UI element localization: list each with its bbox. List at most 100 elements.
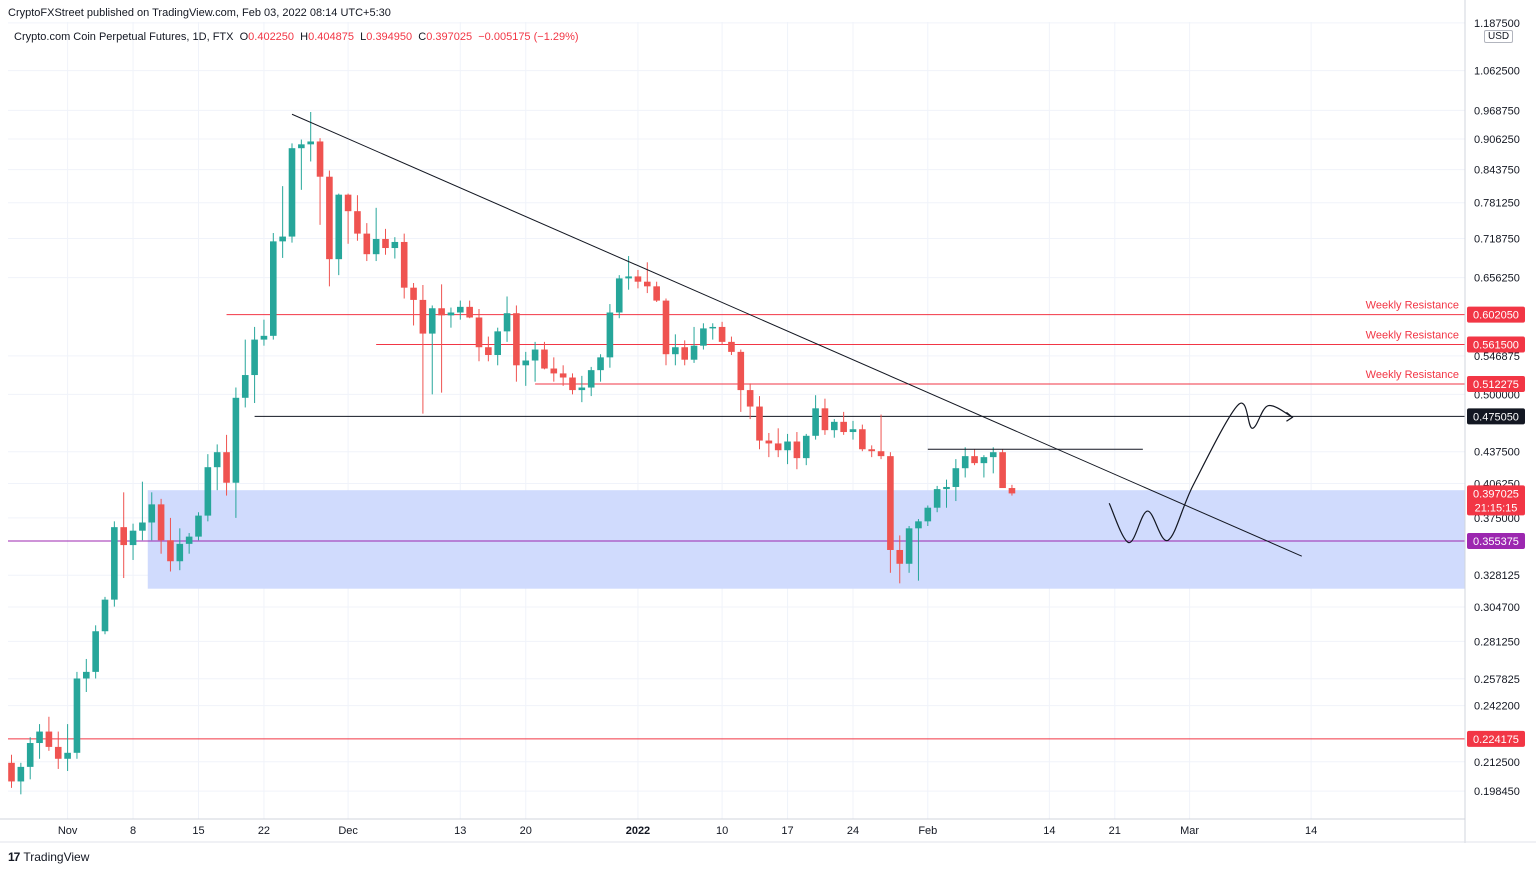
candle-body: [728, 341, 735, 352]
candle-body: [774, 443, 782, 451]
close-value: 0.397025: [426, 31, 473, 43]
level-title-label: Weekly Resistance: [1366, 369, 1459, 381]
candle-body: [279, 236, 286, 242]
time-tick-label: 22: [258, 825, 270, 837]
currency-badge[interactable]: USD: [1484, 30, 1514, 43]
price-tick-label: 0.281250: [1474, 636, 1520, 648]
candle-body: [382, 238, 389, 249]
candle-body: [952, 468, 960, 487]
candle-body: [485, 347, 492, 355]
price-tick-label: 0.212500: [1474, 757, 1520, 769]
candle-body: [587, 370, 595, 388]
price-tick-label: 0.242200: [1474, 701, 1520, 713]
candle-body: [756, 406, 763, 441]
candle-body: [653, 286, 660, 301]
candle-body: [905, 528, 913, 564]
candle-body: [372, 238, 380, 255]
candle-body: [961, 456, 969, 469]
price-tick-label: 0.843750: [1474, 165, 1520, 177]
descending-trendline: [291, 113, 1303, 557]
candle-body: [73, 678, 81, 753]
brand-footer[interactable]: 17 TradingView: [8, 850, 89, 864]
candle-body: [821, 408, 829, 431]
candle-body: [737, 351, 745, 391]
candle-body: [672, 347, 679, 355]
candle-body: [307, 141, 314, 145]
candle-body: [316, 141, 324, 177]
level-price-tag: [1467, 730, 1525, 747]
change-value: −0.005175 (−1.29%): [478, 31, 579, 43]
price-tick-label: 0.198450: [1474, 786, 1520, 798]
time-tick-label: 17: [781, 825, 793, 837]
candle-body: [924, 507, 932, 522]
candle-body: [812, 408, 819, 436]
candle-body: [139, 522, 146, 531]
high-label: H: [300, 31, 309, 43]
candle-body: [831, 421, 838, 431]
candle-body: [784, 441, 791, 451]
candle-body: [859, 429, 866, 450]
time-tick-label: 14: [1043, 825, 1055, 837]
level-price-tag: [1467, 408, 1525, 425]
candle-body: [232, 397, 240, 483]
low-label: L: [360, 31, 367, 43]
candle-body: [989, 452, 997, 458]
candle-body: [896, 549, 904, 564]
candle-body: [559, 373, 567, 378]
time-tick-label: 21: [1109, 825, 1121, 837]
time-tick-label: 2022: [626, 825, 650, 837]
candle-body: [475, 317, 483, 348]
time-tick-label: Nov: [58, 825, 78, 837]
candle-body: [17, 766, 25, 782]
candle-body: [662, 300, 670, 355]
time-tick-label: 24: [847, 825, 859, 837]
price-tick-label: 0.437500: [1474, 447, 1520, 459]
candle-body: [176, 543, 184, 562]
candle-body: [111, 527, 118, 600]
candle-body: [354, 211, 361, 234]
candle-body: [700, 328, 707, 346]
open-value: 0.402250: [248, 31, 295, 43]
candle-body: [251, 339, 258, 376]
low-value: 0.394950: [366, 31, 413, 43]
candle-body: [569, 377, 576, 391]
price-tick-label: 0.718750: [1474, 234, 1520, 246]
candle-body: [840, 421, 847, 433]
candle-body: [148, 504, 156, 523]
candle-body: [26, 743, 34, 767]
candle-body: [92, 631, 99, 672]
candle-body: [45, 731, 53, 747]
candle-body: [802, 435, 810, 459]
candle-body: [419, 299, 427, 334]
time-tick-label: 13: [454, 825, 466, 837]
price-tick-label: 0.375000: [1474, 513, 1520, 525]
candle-body: [980, 457, 988, 464]
candle-body: [64, 752, 71, 759]
price-tick-label: 0.781250: [1474, 198, 1520, 210]
candle-body: [597, 357, 604, 371]
candle-body: [541, 349, 548, 369]
candle-body: [971, 456, 978, 464]
candle-body: [8, 762, 15, 782]
candle-body: [54, 746, 62, 759]
price-tick-label: 0.546875: [1474, 351, 1520, 363]
candle-body: [1008, 488, 1016, 494]
time-tick-label: 10: [716, 825, 728, 837]
symbol-legend[interactable]: Crypto.com Coin Perpetual Futures, 1D, F…: [14, 31, 579, 43]
price-tick-label: 0.656250: [1474, 273, 1520, 285]
candle-body: [625, 276, 632, 279]
price-tick-label: 0.304700: [1474, 602, 1520, 614]
candle-body: [260, 335, 268, 340]
candle-body: [877, 451, 885, 457]
time-tick-label: Mar: [1180, 825, 1199, 837]
candle-body: [344, 194, 352, 212]
candle-body: [765, 440, 773, 444]
candle-body: [410, 287, 417, 300]
candle-body: [503, 313, 511, 332]
candle-body: [223, 452, 230, 483]
open-label: O: [239, 31, 249, 43]
candle-body: [793, 441, 801, 459]
candle-body: [457, 306, 464, 313]
candle-body: [494, 331, 501, 355]
